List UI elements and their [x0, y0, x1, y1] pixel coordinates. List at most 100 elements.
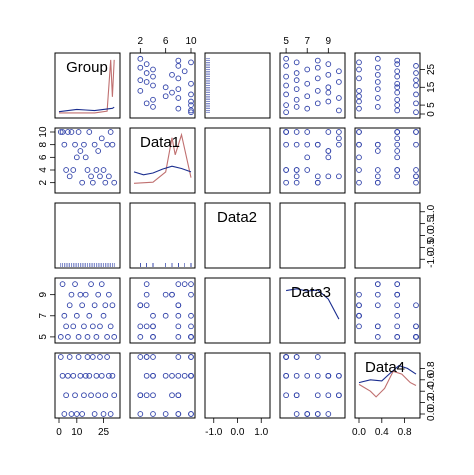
point-Data4-vs-Group-9	[73, 411, 80, 417]
panel-frame-1-0	[54, 127, 121, 194]
point-Data3-vs-Data1-6	[188, 291, 194, 298]
tick-label-right-Data2-0: -1.0	[426, 250, 437, 268]
point-Group-vs-Data3-27	[325, 61, 332, 67]
point-Data1-vs-Data3-6	[325, 129, 332, 135]
diag-label-Data2: Data2	[217, 209, 257, 226]
density-curve-Data4	[358, 364, 417, 384]
point-Group-vs-Data3-6	[325, 98, 332, 105]
point-Data3-vs-Data4-16	[394, 312, 401, 319]
panel-frame-2-1	[129, 202, 196, 269]
point-Group-vs-Data1-13	[175, 86, 182, 92]
point-Group-vs-Data1-23	[181, 68, 188, 75]
panel-frame-3-4	[354, 277, 421, 344]
panel-frame-4-3	[279, 352, 346, 419]
point-Data1-vs-Group-17	[88, 173, 94, 180]
point-Group-vs-Data1-3	[150, 104, 156, 110]
point-Data1-vs-Group-14	[82, 154, 89, 161]
point-Group-vs-Data4-11	[394, 89, 401, 96]
panel-frame-2-2	[204, 202, 271, 269]
panel-frame-2-0	[54, 202, 121, 269]
point-Data4-vs-Group-6	[68, 411, 75, 417]
point-Data1-vs-Data4-9	[356, 154, 362, 161]
point-Data4-vs-Data1-18	[137, 354, 144, 360]
point-Data1-vs-Group-0	[57, 129, 64, 135]
diag-label-Data3: Data3	[291, 284, 331, 301]
panel-frame-0-2	[204, 52, 271, 119]
histogram-curve-Data4	[358, 370, 417, 398]
point-Data1-vs-Data3-2	[304, 141, 311, 148]
point-Data4-vs-Group-19	[91, 411, 98, 417]
point-Data3-vs-Group-4	[65, 334, 71, 340]
point-Data4-vs-Group-16	[86, 372, 93, 379]
point-Data1-vs-Data3-18	[293, 179, 300, 186]
density-curve-Data1	[133, 165, 192, 176]
point-Data3-vs-Data4-28	[356, 323, 362, 330]
point-Data3-vs-Data1-21	[169, 291, 175, 298]
point-Data1-vs-Data4-24	[356, 167, 362, 173]
point-Group-vs-Data1-30	[137, 55, 144, 62]
panel-frame-0-1	[129, 52, 196, 119]
tick-label-right-Group-3: 25	[426, 63, 437, 75]
point-Data3-vs-Group-5	[66, 302, 73, 309]
point-Data1-vs-Data4-28	[356, 129, 362, 135]
point-Data3-vs-Data4-7	[394, 323, 401, 330]
panel-frame-2-3	[279, 202, 346, 269]
point-Group-vs-Data3-25	[314, 64, 321, 71]
point-Data3-vs-Data1-1	[188, 281, 194, 287]
point-Data1-vs-Group-30	[111, 179, 118, 186]
point-Group-vs-Data3-8	[336, 95, 342, 101]
point-Data4-vs-Group-15	[84, 354, 91, 360]
point-Data3-vs-Data4-19	[356, 302, 362, 309]
point-Group-vs-Data3-19	[314, 75, 321, 82]
point-Group-vs-Data3-10	[283, 91, 289, 98]
point-Group-vs-Data4-20	[394, 73, 401, 80]
point-Data3-vs-Data1-23	[181, 281, 188, 287]
tick-label-right-Data2-2: 0.0	[426, 228, 437, 242]
point-Data4-vs-Data1-22	[143, 354, 150, 360]
panel-frame-3-3	[279, 277, 346, 344]
point-Group-vs-Data3-12	[314, 87, 321, 94]
point-Data3-vs-Group-25	[102, 302, 109, 309]
point-Group-vs-Data4-1	[394, 107, 401, 114]
point-Data4-vs-Data3-23	[336, 372, 342, 379]
point-Data4-vs-Group-18	[89, 354, 96, 360]
point-Group-vs-Data3-30	[283, 55, 289, 62]
tick-label-right-Data2-1: -0.5	[426, 238, 437, 256]
point-Data3-vs-Group-21	[95, 291, 102, 298]
point-Data4-vs-Data1-14	[162, 372, 169, 379]
point-Data1-vs-Data4-16	[394, 129, 401, 135]
point-Data4-vs-Data3-16	[304, 372, 311, 379]
point-Data3-vs-Data1-14	[162, 291, 169, 298]
point-Group-vs-Data3-26	[283, 63, 289, 69]
point-Data3-vs-Data4-26	[413, 334, 419, 340]
point-Group-vs-Data4-7	[394, 96, 401, 103]
point-Group-vs-Data4-10	[413, 91, 419, 98]
point-Data1-vs-Data4-20	[394, 167, 401, 173]
point-Data4-vs-Group-10	[75, 354, 82, 360]
point-Data1-vs-Group-15	[84, 167, 91, 173]
point-Data4-vs-Group-23	[98, 372, 105, 379]
point-Group-vs-Data3-21	[325, 71, 332, 78]
point-Data3-vs-Group-7	[70, 323, 77, 330]
point-Data3-vs-Group-10	[75, 334, 82, 340]
tick-label-right-Data4-3: 0.6	[426, 372, 437, 386]
point-Data1-vs-Group-21	[95, 148, 102, 154]
point-Data4-vs-Data3-30	[283, 392, 289, 399]
point-Data1-vs-Data3-7	[293, 167, 300, 173]
panel-frame-1-1	[129, 127, 196, 194]
point-Group-vs-Data4-17	[374, 79, 381, 85]
point-Group-vs-Data4-9	[356, 93, 362, 100]
point-Data4-vs-Group-30	[111, 392, 118, 399]
point-Group-vs-Data4-0	[413, 109, 419, 116]
point-Data1-vs-Group-24	[100, 167, 107, 173]
point-Data3-vs-Group-26	[104, 334, 110, 340]
point-Group-vs-Data4-30	[374, 55, 381, 62]
point-Data1-vs-Data4-12	[356, 179, 362, 186]
point-Data1-vs-Group-5	[66, 173, 73, 180]
point-Data4-vs-Group-1	[59, 372, 66, 379]
tick-label-left-Data3-1: 7	[38, 313, 49, 319]
point-Group-vs-Data4-12	[356, 87, 362, 94]
tick-label-right-Data2-3: 0.5	[426, 216, 437, 230]
point-Data4-vs-Group-28	[107, 411, 114, 417]
point-Data1-vs-Data3-26	[283, 141, 289, 148]
